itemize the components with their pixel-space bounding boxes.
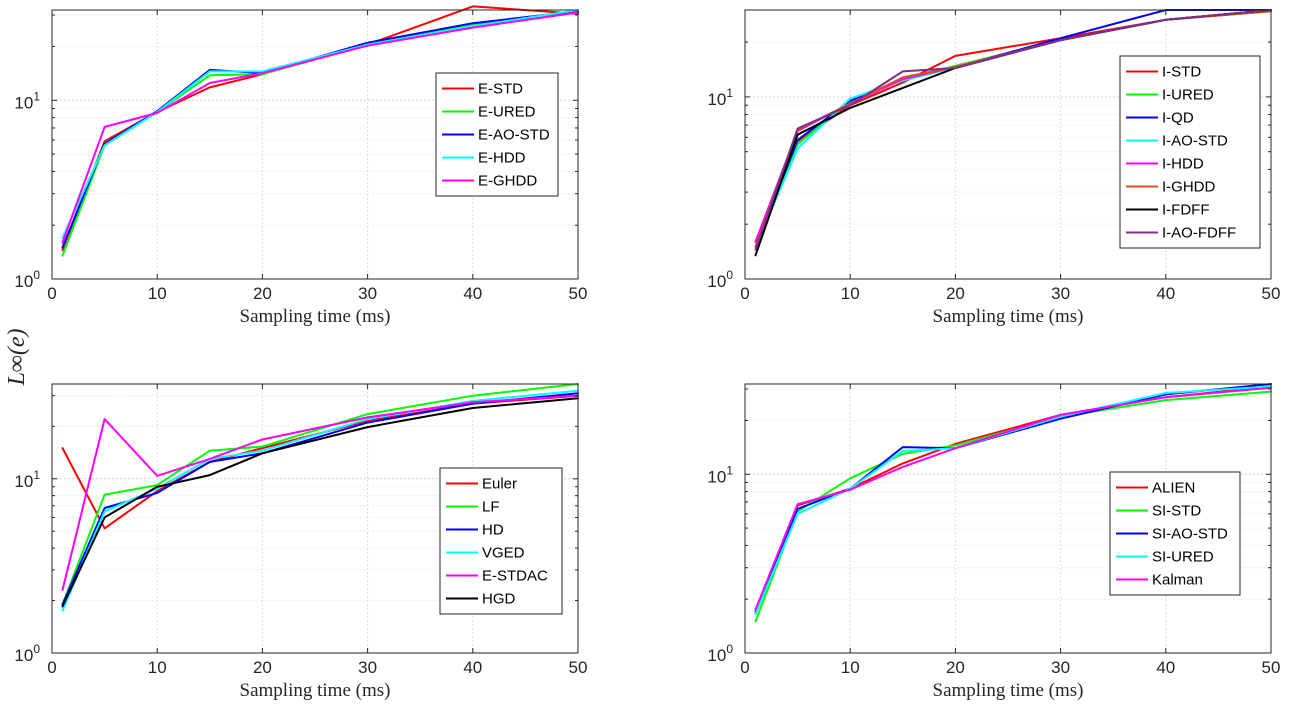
x-tick-label: 20 bbox=[946, 658, 965, 677]
legend-label: VGED bbox=[482, 545, 525, 562]
legend-label: E-AO-STD bbox=[478, 127, 550, 144]
x-axis-label: Sampling time (ms) bbox=[933, 306, 1084, 327]
axes-box bbox=[51, 383, 579, 654]
x-tick-label: 50 bbox=[569, 658, 588, 677]
legend-label: SI-AO-STD bbox=[1152, 526, 1228, 543]
x-tick-label: 10 bbox=[148, 284, 167, 303]
x-tick-label: 10 bbox=[841, 284, 860, 303]
legend-label: Kalman bbox=[1152, 572, 1203, 589]
legend-box bbox=[1119, 55, 1261, 249]
legend-label: I-QD bbox=[1162, 110, 1194, 127]
x-tick-label: 40 bbox=[1156, 658, 1175, 677]
x-axis-label: Sampling time (ms) bbox=[240, 680, 391, 701]
chart-panel-1: 0 10 20 30 40 50 100 101 Sampling time (ms) E-STD… bbox=[14, 5, 588, 327]
x-tick-label: 40 bbox=[1156, 284, 1175, 303]
series-line-si-ured bbox=[754, 385, 1272, 616]
series-line-e-stdac bbox=[61, 394, 579, 591]
chart-panel-3: 0 10 20 30 40 50 100 101 Sampling time (ms) Euler… bbox=[14, 383, 588, 701]
x-tick-label: 50 bbox=[569, 284, 588, 303]
y-tick-label: 100 bbox=[707, 642, 733, 665]
legend-label: SI-URED bbox=[1152, 549, 1214, 566]
legend-label: ALIEN bbox=[1152, 480, 1195, 497]
legend-label: E-GHDD bbox=[478, 173, 537, 190]
series-line-e-hdd bbox=[61, 9, 579, 239]
legend-label: HD bbox=[482, 522, 504, 539]
legend-label: LF bbox=[482, 499, 500, 516]
x-tick-label: 40 bbox=[463, 284, 482, 303]
x-tick-label: 20 bbox=[253, 658, 272, 677]
legend-label: I-STD bbox=[1162, 64, 1201, 81]
legend-label: HGD bbox=[482, 591, 516, 608]
x-tick-label: 10 bbox=[841, 658, 860, 677]
legend: I-STD I-URED I-QD I-AO-STD I-HDD I-GHDD I-FDFF… bbox=[1119, 55, 1261, 249]
series-line-si-ao-std bbox=[754, 383, 1272, 613]
x-tick-label: 50 bbox=[1262, 284, 1281, 303]
x-tick-label: 30 bbox=[358, 284, 377, 303]
x-tick-label: 30 bbox=[358, 658, 377, 677]
series-line-hgd bbox=[61, 397, 579, 608]
legend: ALIEN SI-STD SI-AO-STD SI-URED Kalman bbox=[1109, 471, 1241, 596]
y-tick-label: 100 bbox=[14, 642, 40, 665]
series-line-hd bbox=[61, 392, 579, 606]
legend-label: I-AO-STD bbox=[1162, 133, 1228, 150]
x-tick-label: 20 bbox=[253, 284, 272, 303]
series-line-i-ao-fdff bbox=[754, 9, 1272, 251]
legend-label: Euler bbox=[482, 476, 517, 493]
legend: Euler LF HD VGED E-STDAC HGD bbox=[439, 467, 563, 615]
legend-box bbox=[439, 467, 563, 615]
axes-box bbox=[744, 383, 1272, 654]
legend: E-STD E-URED E-AO-STD E-HDD E-GHDD bbox=[435, 72, 559, 197]
y-tick-label: 101 bbox=[14, 89, 40, 112]
y-tick-label: 101 bbox=[707, 463, 733, 486]
x-tick-label: 0 bbox=[47, 658, 56, 677]
series-line-e-ghdd bbox=[61, 11, 579, 244]
x-tick-label: 20 bbox=[946, 284, 965, 303]
axes-box bbox=[51, 9, 579, 280]
x-axis-label: Sampling time (ms) bbox=[933, 680, 1084, 701]
series-line-kalman bbox=[754, 386, 1272, 611]
y-tick-label: 100 bbox=[707, 268, 733, 291]
legend-label: I-FDFF bbox=[1162, 202, 1209, 219]
legend-label: I-HDD bbox=[1162, 156, 1204, 173]
y-tick-label: 101 bbox=[14, 468, 40, 491]
x-tick-label: 10 bbox=[148, 658, 167, 677]
x-tick-label: 30 bbox=[1051, 658, 1070, 677]
legend-label: SI-STD bbox=[1152, 503, 1201, 520]
chart-panel-2: 0 10 20 30 40 50 100 101 Sampling time (ms) I-STD… bbox=[707, 9, 1281, 327]
axes-box bbox=[744, 9, 1272, 280]
x-tick-label: 0 bbox=[47, 284, 56, 303]
chart-panel-4: 0 10 20 30 40 50 100 101 Sampling time (ms) ALIEN… bbox=[707, 383, 1281, 701]
legend-label: I-GHDD bbox=[1162, 179, 1215, 196]
legend-label: E-HDD bbox=[478, 150, 526, 167]
series-line-e-std bbox=[61, 5, 579, 252]
legend-label: E-STD bbox=[478, 81, 523, 98]
shared-ylabel: L∞(e) bbox=[4, 328, 30, 386]
x-tick-label: 40 bbox=[463, 658, 482, 677]
x-tick-label: 50 bbox=[1262, 658, 1281, 677]
legend-label: E-URED bbox=[478, 104, 536, 121]
x-axis-label: Sampling time (ms) bbox=[240, 306, 391, 327]
x-tick-label: 30 bbox=[1051, 284, 1070, 303]
legend-label: I-URED bbox=[1162, 87, 1214, 104]
x-tick-label: 0 bbox=[740, 658, 749, 677]
y-tick-label: 100 bbox=[14, 268, 40, 291]
y-tick-label: 101 bbox=[707, 86, 733, 109]
legend-label: E-STDAC bbox=[482, 568, 548, 585]
legend-label: I-AO-FDFF bbox=[1162, 225, 1236, 242]
x-tick-label: 0 bbox=[740, 284, 749, 303]
